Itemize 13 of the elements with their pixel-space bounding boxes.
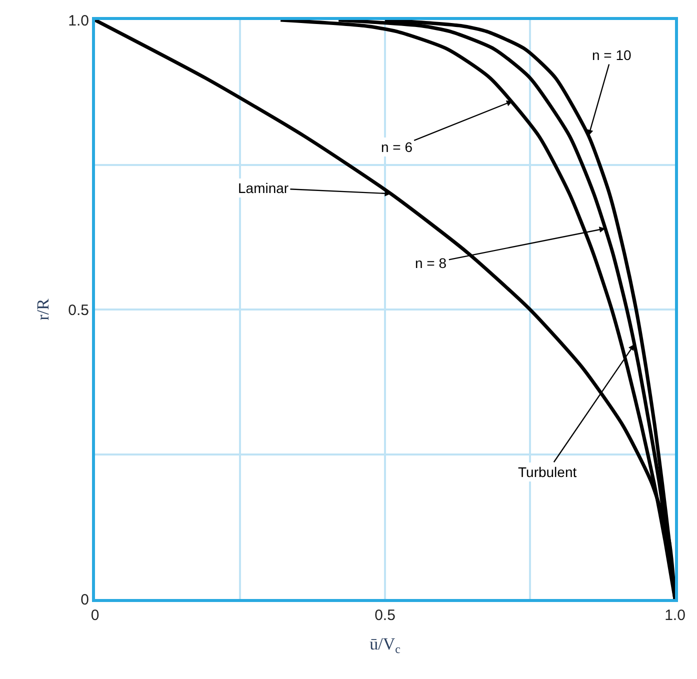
annotation: Turbulent [518,464,577,480]
annotation: n = 8 [415,255,447,271]
y-tick-label: 0 [80,591,89,608]
x-tick-label: 0 [90,607,100,624]
x-tick-label: 0.5 [374,607,396,624]
y-tick-label: 0.5 [68,302,89,319]
annotation: n = 6 [381,139,413,155]
x-axis-title: ū/V$_{c}$ [370,634,400,656]
x-tick-label: 1.0 [664,607,686,624]
annotation: n = 10 [592,47,632,63]
y-tick-label: 1.0 [68,12,89,30]
y-axis-title: r/R [34,298,53,320]
annotation: Laminar [238,180,289,196]
